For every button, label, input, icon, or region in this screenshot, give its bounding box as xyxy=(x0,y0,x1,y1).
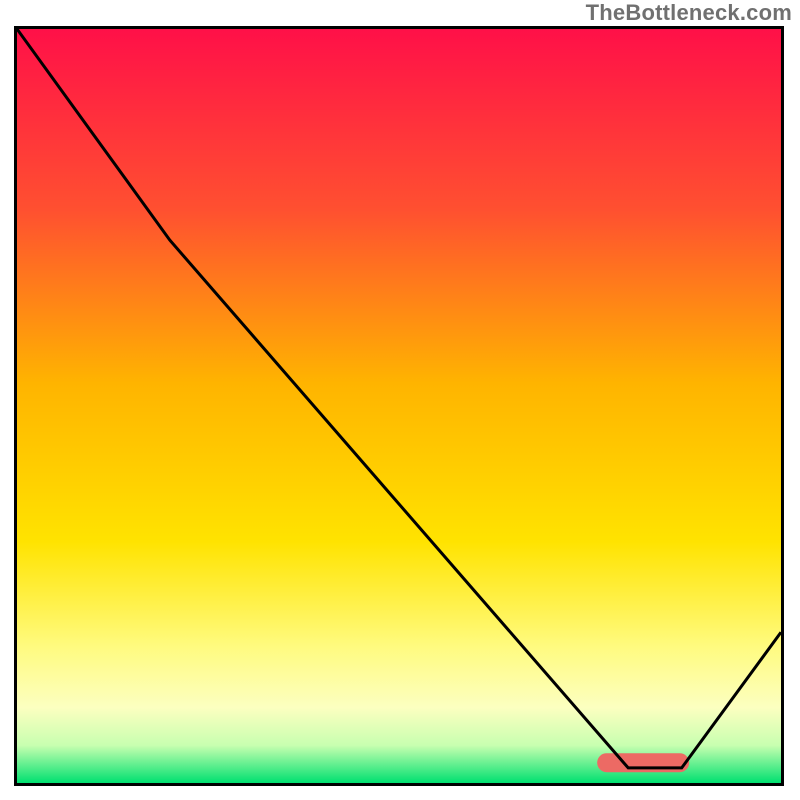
chart-plot-area xyxy=(14,26,784,786)
chart-background-gradient xyxy=(17,29,781,783)
watermark-text: TheBottleneck.com xyxy=(586,0,792,26)
optimal-range-marker xyxy=(598,753,690,773)
